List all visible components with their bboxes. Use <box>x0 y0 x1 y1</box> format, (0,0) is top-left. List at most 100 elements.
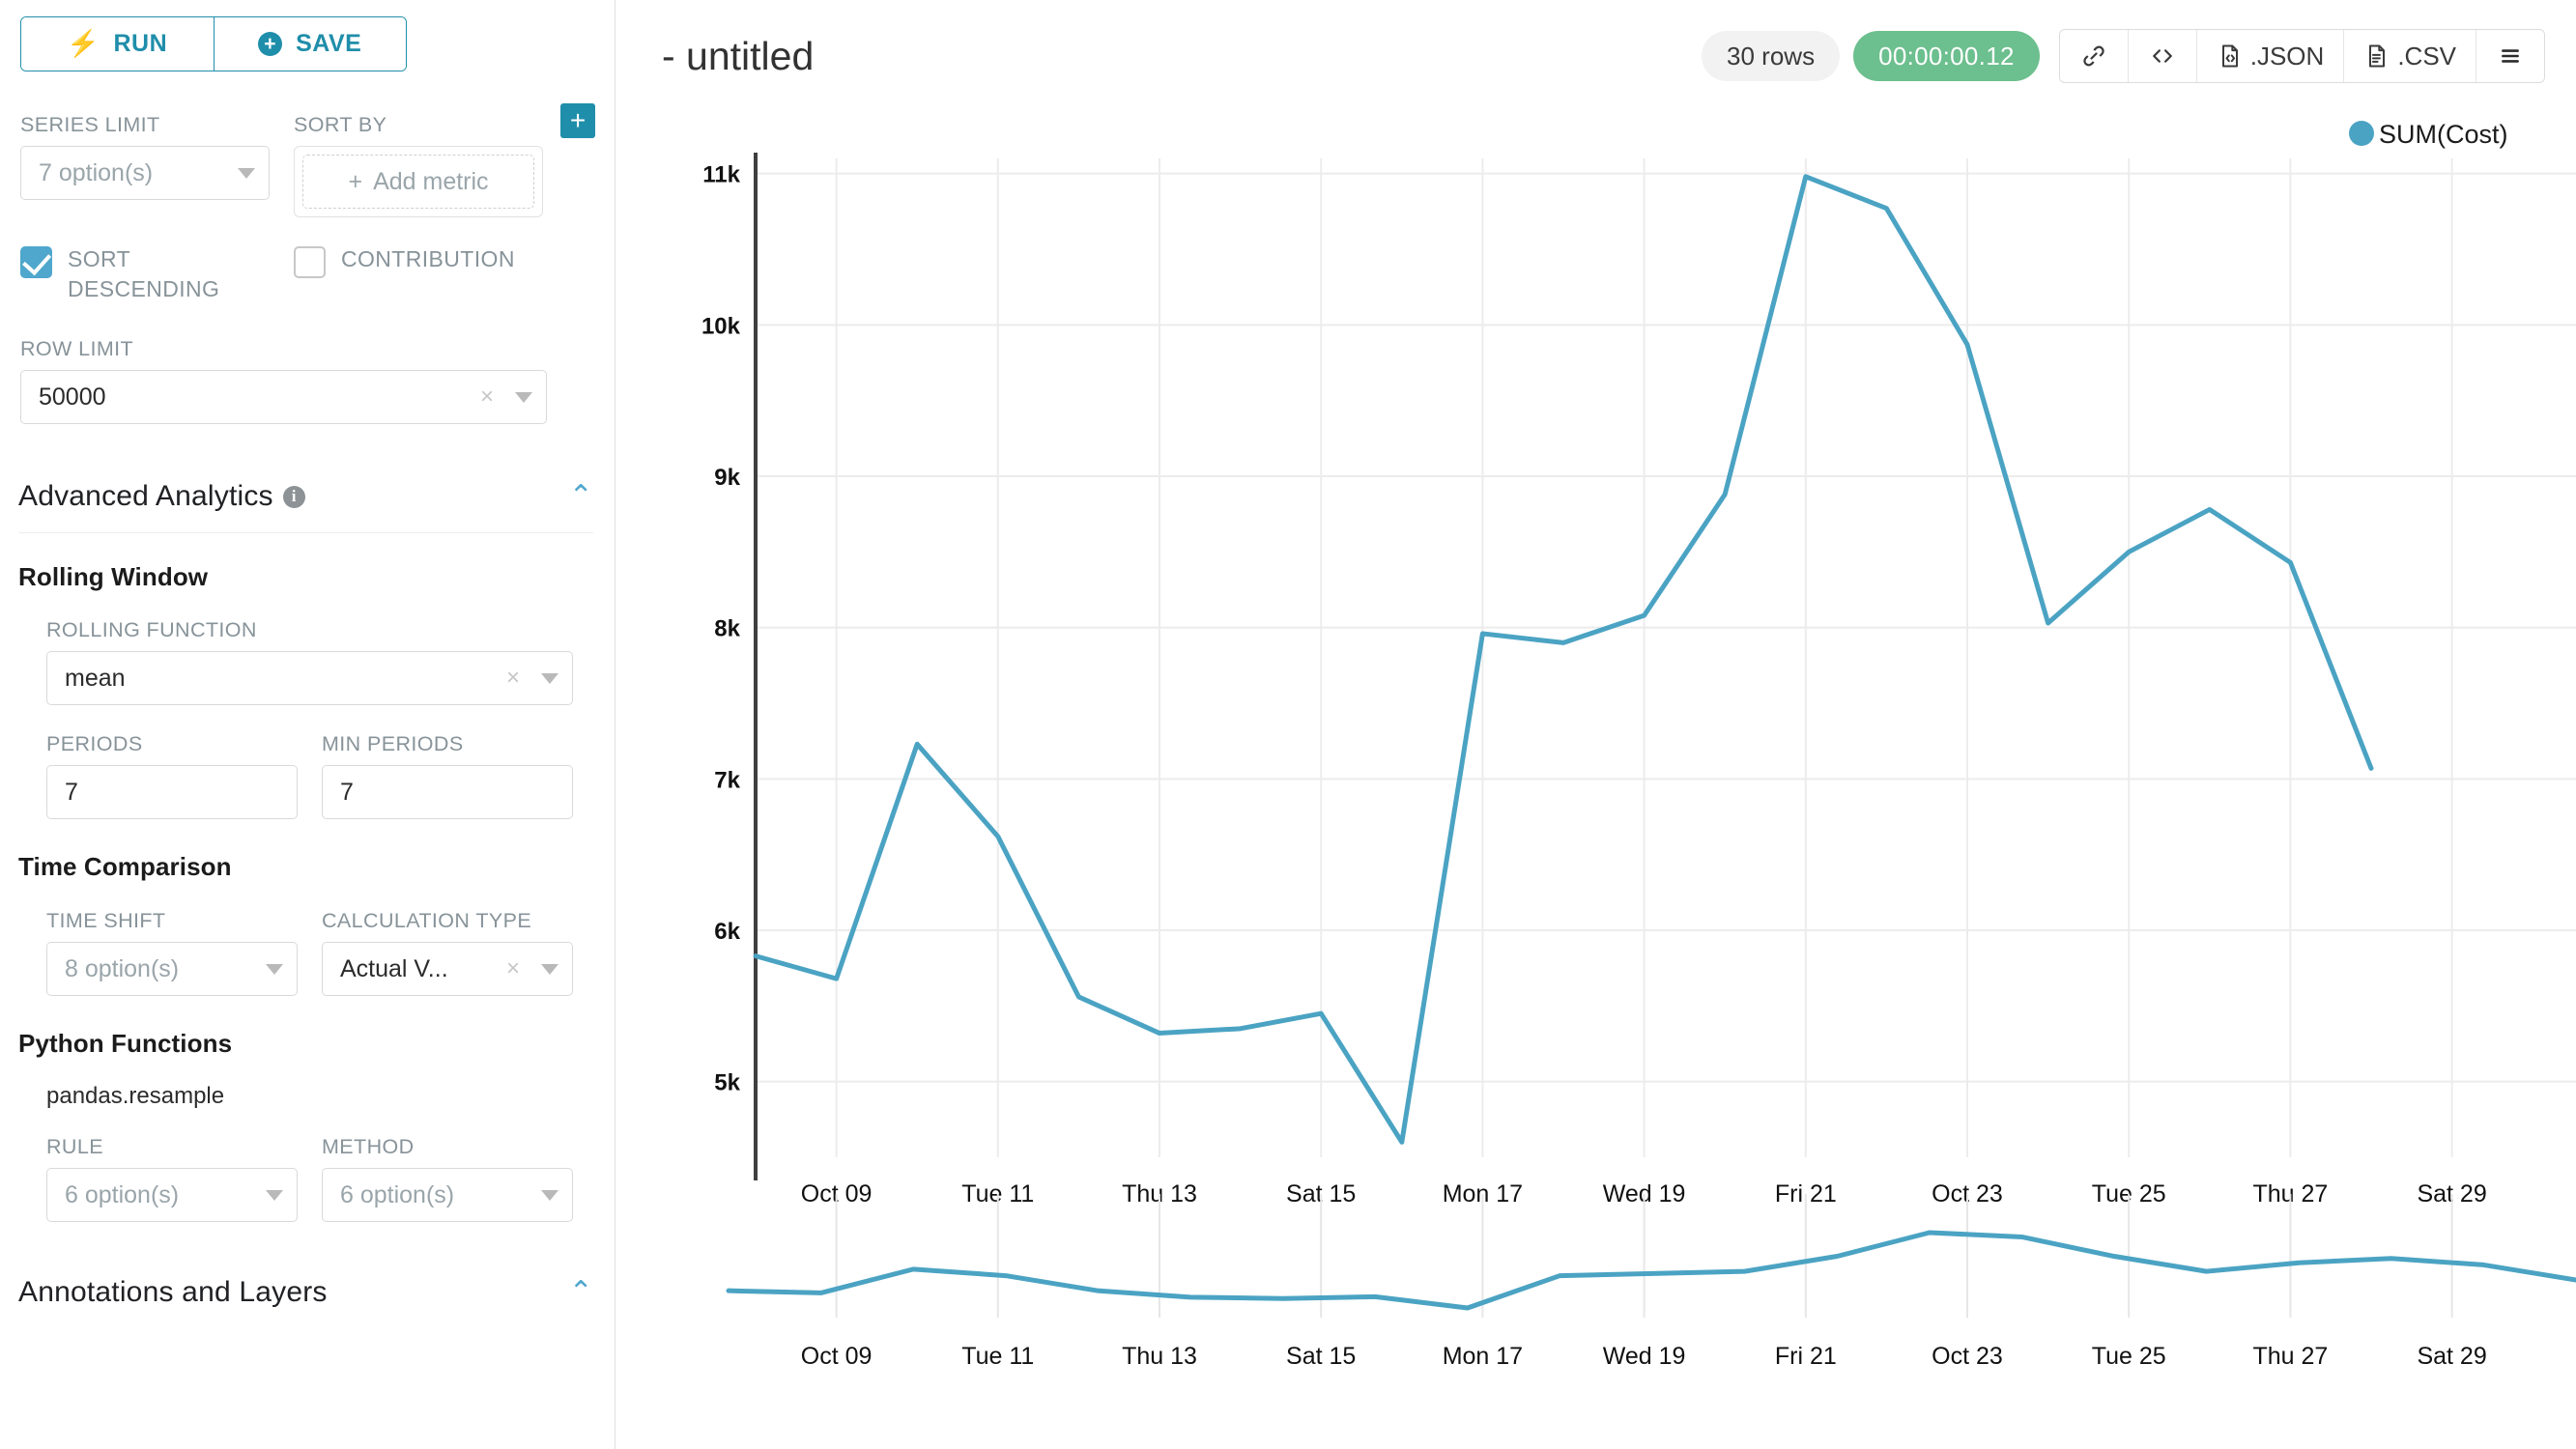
chart-action-button-group: .JSON .CSV <box>2058 29 2545 83</box>
series-limit-value: 7 option(s) <box>39 158 154 186</box>
chevron-down-icon <box>541 1189 558 1201</box>
run-button-label: RUN <box>113 30 168 57</box>
sort-by-dropzone[interactable]: + Add metric <box>294 146 543 217</box>
legend-color-swatch <box>2349 121 2374 146</box>
chevron-down-icon <box>541 963 558 975</box>
time-comparison-title: Time Comparison <box>18 852 232 882</box>
y-axis-tick-label: 8k <box>714 616 740 642</box>
series-limit-select[interactable]: 7 option(s) <box>20 146 270 200</box>
minimap-x-axis-tick-label: Thu 13 <box>1122 1343 1197 1370</box>
clear-icon[interactable]: × <box>505 665 520 692</box>
view-query-button[interactable] <box>2127 30 2196 82</box>
periods-input[interactable]: 7 <box>46 765 298 820</box>
row-limit-value: 50000 <box>39 383 106 411</box>
row-limit-label: ROW LIMIT <box>20 337 134 361</box>
row-limit-select[interactable]: 50000 × <box>20 370 547 425</box>
row-count-badge: 30 rows <box>1702 31 1841 81</box>
method-value: 6 option(s) <box>340 1180 455 1208</box>
link-icon <box>2083 45 2104 67</box>
rolling-function-select[interactable]: mean × <box>46 651 573 706</box>
y-axis-tick-label: 7k <box>714 767 740 793</box>
line-chart-svg[interactable]: 5k 6k 7k 8k 9k 10k 11k Oct 09 Tue 11 Thu 13 Sat 15… <box>615 112 2576 1449</box>
clear-icon[interactable]: × <box>479 384 494 411</box>
minimap-x-axis-tick-label: Tue 25 <box>2092 1343 2166 1370</box>
contribution-label: CONTRIBUTION <box>341 246 515 271</box>
y-axis-tick-label: 6k <box>714 919 740 945</box>
run-button[interactable]: ⚡ RUN <box>21 17 214 71</box>
python-functions-title: Python Functions <box>18 1029 233 1059</box>
chart-panel: - untitled 30 rows 00:00:00.12 <box>615 0 2576 1449</box>
minimap-x-axis-tick-label: Mon 17 <box>1443 1343 1523 1370</box>
minimap-x-axis-tick-label: Sat 29 <box>2417 1343 2486 1370</box>
periods-value: 7 <box>65 778 78 806</box>
info-icon[interactable]: i <box>282 485 305 508</box>
rolling-function-label: ROLLING FUNCTION <box>46 618 257 642</box>
sort-descending-checkbox[interactable]: SORT DESCENDING <box>20 244 270 304</box>
y-axis-tick-label: 11k <box>702 162 740 188</box>
share-link-button[interactable] <box>2059 30 2128 82</box>
advanced-analytics-section-header[interactable]: Advanced Analytics i ⌃ <box>18 480 593 513</box>
checkbox-checked-icon <box>20 246 52 278</box>
method-label: METHOD <box>322 1135 415 1159</box>
save-button[interactable]: + SAVE <box>213 17 406 71</box>
plus-circle-icon: + <box>258 32 283 56</box>
min-periods-input[interactable]: 7 <box>322 765 573 820</box>
chevron-down-icon <box>238 167 255 179</box>
add-metric-placeholder[interactable]: + Add metric <box>302 155 534 209</box>
export-csv-button[interactable]: .CSV <box>2343 30 2476 82</box>
chart-plot-area[interactable]: 5k 6k 7k 8k 9k 10k 11k Oct 09 Tue 11 Thu 13 Sat 15… <box>615 112 2576 1449</box>
minimap-x-axis-tick-label: Oct 23 <box>1932 1343 2003 1370</box>
chevron-down-icon <box>541 672 558 684</box>
chart-legend[interactable]: SUM(Cost) <box>2349 120 2508 149</box>
min-periods-label: MIN PERIODS <box>322 732 464 756</box>
rule-select[interactable]: 6 option(s) <box>46 1168 298 1223</box>
export-json-button[interactable]: .JSON <box>2195 30 2344 82</box>
plus-icon: + <box>348 167 363 195</box>
bolt-icon: ⚡ <box>67 29 100 58</box>
min-periods-value: 7 <box>340 778 354 806</box>
annotations-and-layers-title: Annotations and Layers <box>18 1276 328 1309</box>
rule-label: RULE <box>46 1135 103 1159</box>
more-menu-button[interactable] <box>2476 30 2544 82</box>
save-button-label: SAVE <box>296 30 362 57</box>
hamburger-icon <box>2502 49 2519 63</box>
advanced-analytics-title: Advanced Analytics <box>18 480 273 513</box>
y-axis-tick-label: 10k <box>701 313 741 339</box>
minimap-x-axis-tick-label: Oct 09 <box>801 1343 873 1370</box>
rolling-window-title: Rolling Window <box>18 562 209 592</box>
chevron-up-icon[interactable]: ⌃ <box>568 480 593 513</box>
time-shift-value: 8 option(s) <box>65 954 180 982</box>
time-shift-label: TIME SHIFT <box>46 909 166 933</box>
calculation-type-value: Actual V... <box>340 954 448 982</box>
export-csv-label: .CSV <box>2397 41 2456 71</box>
minimap-x-axis-tick-label: Sat 15 <box>1286 1343 1356 1370</box>
chevron-up-icon[interactable]: ⌃ <box>568 1276 593 1309</box>
divider <box>18 532 593 534</box>
periods-label: PERIODS <box>46 732 143 756</box>
annotations-and-layers-section-header[interactable]: Annotations and Layers ⌃ <box>18 1276 593 1309</box>
rule-value: 6 option(s) <box>65 1180 180 1208</box>
minimap-x-axis-tick-label: Wed 19 <box>1603 1343 1686 1370</box>
time-shift-select[interactable]: 8 option(s) <box>46 942 298 997</box>
series-limit-label: SERIES LIMIT <box>20 113 160 136</box>
add-sort-metric-button[interactable]: + <box>560 103 595 138</box>
minimap-x-axis-tick-label: Fri 21 <box>1775 1343 1837 1370</box>
chart-minimap-brush[interactable]: Oct 09 Tue 11 Thu 13 Sat 15 Mon 17 Wed 19 Fri … <box>726 1194 2576 1370</box>
checkbox-unchecked-icon <box>294 246 326 278</box>
chevron-down-icon <box>266 963 283 975</box>
calculation-type-select[interactable]: Actual V... × <box>322 942 573 997</box>
sort-by-label: SORT BY <box>294 113 387 136</box>
method-select[interactable]: 6 option(s) <box>322 1168 573 1223</box>
chart-header: - untitled 30 rows 00:00:00.12 <box>615 0 2576 112</box>
code-icon <box>2152 49 2172 63</box>
minimap-x-axis-tick-label: Thu 27 <box>2252 1343 2328 1370</box>
y-axis-tick-label: 5k <box>714 1070 740 1096</box>
minimap-series-line <box>726 1230 2576 1311</box>
clear-icon[interactable]: × <box>505 955 520 982</box>
chevron-down-icon <box>515 391 532 403</box>
minimap-x-axis-tick-label: Tue 11 <box>961 1343 1034 1370</box>
export-json-label: .JSON <box>2249 41 2325 71</box>
pandas-resample-label: pandas.resample <box>46 1083 225 1110</box>
contribution-checkbox[interactable]: CONTRIBUTION <box>294 244 543 304</box>
series-line-sum-cost[interactable] <box>753 174 2374 1145</box>
